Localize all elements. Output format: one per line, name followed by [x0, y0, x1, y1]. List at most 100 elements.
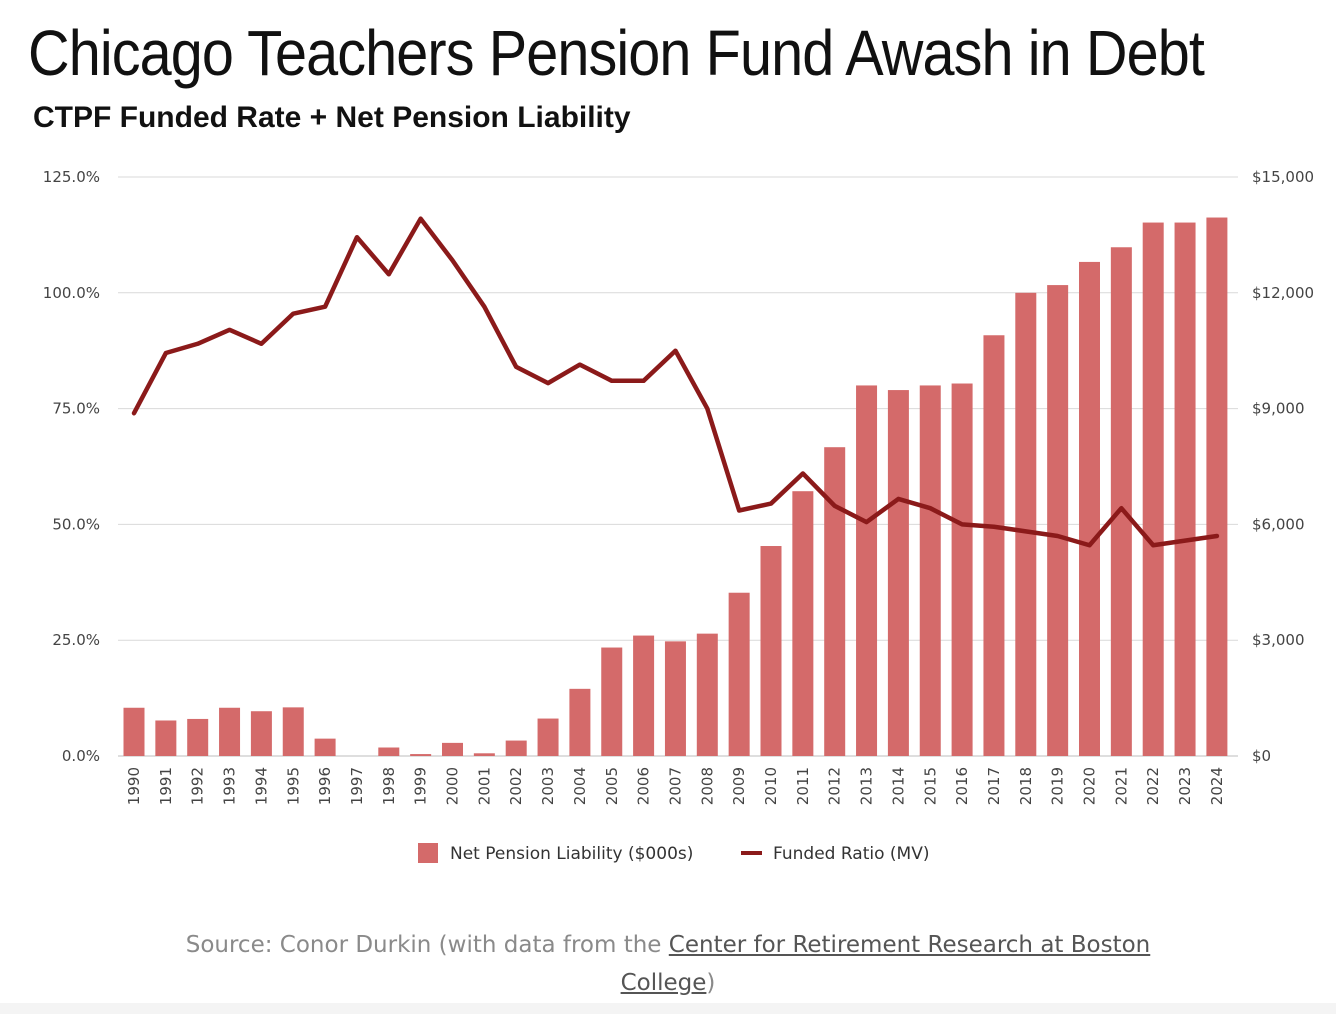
right-tick-label: $12,000	[1252, 284, 1314, 302]
x-tick-label: 2000	[444, 767, 462, 805]
x-tick-label: 2010	[762, 767, 780, 805]
x-tick-label: 2014	[889, 767, 907, 805]
x-tick-label: 1999	[412, 767, 430, 805]
x-tick-label: 2020	[1081, 767, 1099, 805]
x-tick-label: 2023	[1176, 767, 1194, 805]
bar	[856, 385, 878, 756]
bar	[1047, 285, 1069, 756]
x-tick-label: 2004	[571, 767, 589, 805]
right-tick-label: $0	[1252, 747, 1271, 765]
source-prefix: Source: Conor Durkin (with data from the	[185, 932, 669, 958]
right-tick-label: $9,000	[1252, 400, 1305, 418]
bar	[187, 718, 209, 756]
bar	[887, 390, 909, 756]
x-tick-label: 2007	[666, 767, 684, 805]
bar	[505, 740, 527, 756]
left-axis: 0.0% 25.0% 50.0% 75.0% 100.0% 125.0%	[43, 168, 100, 765]
x-tick-label: 2016	[953, 767, 971, 805]
legend-swatch-bar	[418, 843, 438, 863]
x-tick-label: 1995	[284, 767, 302, 805]
x-tick-label: 1991	[157, 767, 175, 805]
page-title: Chicago Teachers Pension Fund Awash in D…	[28, 17, 1205, 89]
x-tick-label: 1998	[380, 767, 398, 805]
x-tick-label: 2013	[858, 767, 876, 805]
source-suffix: )	[706, 970, 716, 996]
right-tick-label: $6,000	[1252, 515, 1305, 533]
x-tick-label: 2008	[698, 767, 716, 805]
bar	[664, 641, 686, 756]
x-axis: 1990 1991 1992 1993 1994 1995 1996 1997 1998 1999…	[125, 767, 1226, 805]
bar	[601, 647, 623, 756]
x-tick-label: 1997	[348, 767, 366, 805]
x-tick-label: 1992	[189, 767, 207, 805]
x-tick-label: 2017	[985, 767, 1003, 805]
x-tick-label: 2024	[1208, 767, 1226, 805]
source-note: Source: Conor Durkin (with data from the…	[0, 926, 1336, 1002]
x-tick-label: 2011	[794, 767, 812, 805]
bar	[919, 385, 941, 756]
x-tick-label: 2012	[826, 767, 844, 805]
x-tick-label: 2022	[1144, 767, 1162, 805]
bar-series	[123, 217, 1228, 757]
x-tick-label: 2019	[1049, 767, 1067, 805]
right-tick-label: $3,000	[1252, 631, 1305, 649]
bar	[983, 335, 1005, 756]
source-link-continued[interactable]: College	[620, 970, 707, 996]
bar	[1142, 222, 1164, 757]
bar	[760, 546, 782, 756]
x-tick-label: 2018	[1017, 767, 1035, 805]
left-tick-label: 125.0%	[43, 168, 100, 186]
footer-band	[0, 1003, 1336, 1014]
x-tick-label: 1990	[125, 767, 143, 805]
bar	[696, 633, 718, 756]
source-link[interactable]: Center for Retirement Research at Boston	[668, 932, 1151, 958]
left-tick-label: 25.0%	[52, 631, 100, 649]
bar	[473, 753, 495, 756]
bar	[824, 447, 846, 756]
bar	[728, 592, 750, 756]
chart-title: CTPF Funded Rate + Net Pension Liability	[33, 101, 631, 134]
source-line-2: College)	[0, 964, 1336, 1002]
bar	[442, 742, 463, 756]
x-tick-label: 1994	[252, 767, 270, 805]
bar	[792, 491, 814, 756]
x-tick-label: 2006	[635, 767, 653, 805]
bar	[1110, 247, 1132, 756]
left-tick-label: 0.0%	[62, 747, 100, 765]
x-tick-label: 2001	[475, 767, 493, 805]
bar	[633, 635, 655, 756]
left-tick-label: 50.0%	[52, 515, 100, 533]
legend-label-bar: Net Pension Liability ($000s)	[450, 844, 693, 864]
legend: Net Pension Liability ($000s) Funded Rat…	[418, 843, 929, 864]
x-tick-label: 2021	[1112, 767, 1130, 805]
legend-label-line: Funded Ratio (MV)	[773, 844, 929, 864]
right-tick-label: $15,000	[1252, 168, 1314, 186]
x-tick-label: 2009	[730, 767, 748, 805]
x-tick-label: 2002	[507, 767, 525, 805]
x-tick-label: 1996	[316, 767, 334, 805]
x-tick-label: 2015	[921, 767, 939, 805]
x-tick-label: 2005	[603, 767, 621, 805]
bar	[569, 688, 591, 756]
x-tick-label: 1993	[221, 767, 239, 805]
bar	[282, 707, 304, 756]
bar	[219, 707, 241, 756]
bar	[410, 754, 432, 756]
bar	[378, 747, 400, 756]
bar	[1079, 261, 1100, 756]
bar	[951, 383, 973, 756]
left-tick-label: 75.0%	[52, 400, 100, 418]
bar	[250, 711, 272, 756]
bar	[123, 707, 145, 756]
combo-chart: 0.0% 25.0% 50.0% 75.0% 100.0% 125.0% $0 $3,000…	[43, 168, 1314, 864]
right-axis: $0 $3,000 $6,000 $9,000 $12,000 $15,000	[1252, 168, 1314, 765]
bar	[155, 720, 177, 756]
x-tick-label: 2003	[539, 767, 557, 805]
bar	[1206, 217, 1228, 756]
bar	[314, 738, 336, 756]
left-tick-label: 100.0%	[43, 284, 100, 302]
bar	[537, 718, 559, 756]
line-series	[131, 216, 1220, 548]
bar	[1174, 222, 1196, 757]
